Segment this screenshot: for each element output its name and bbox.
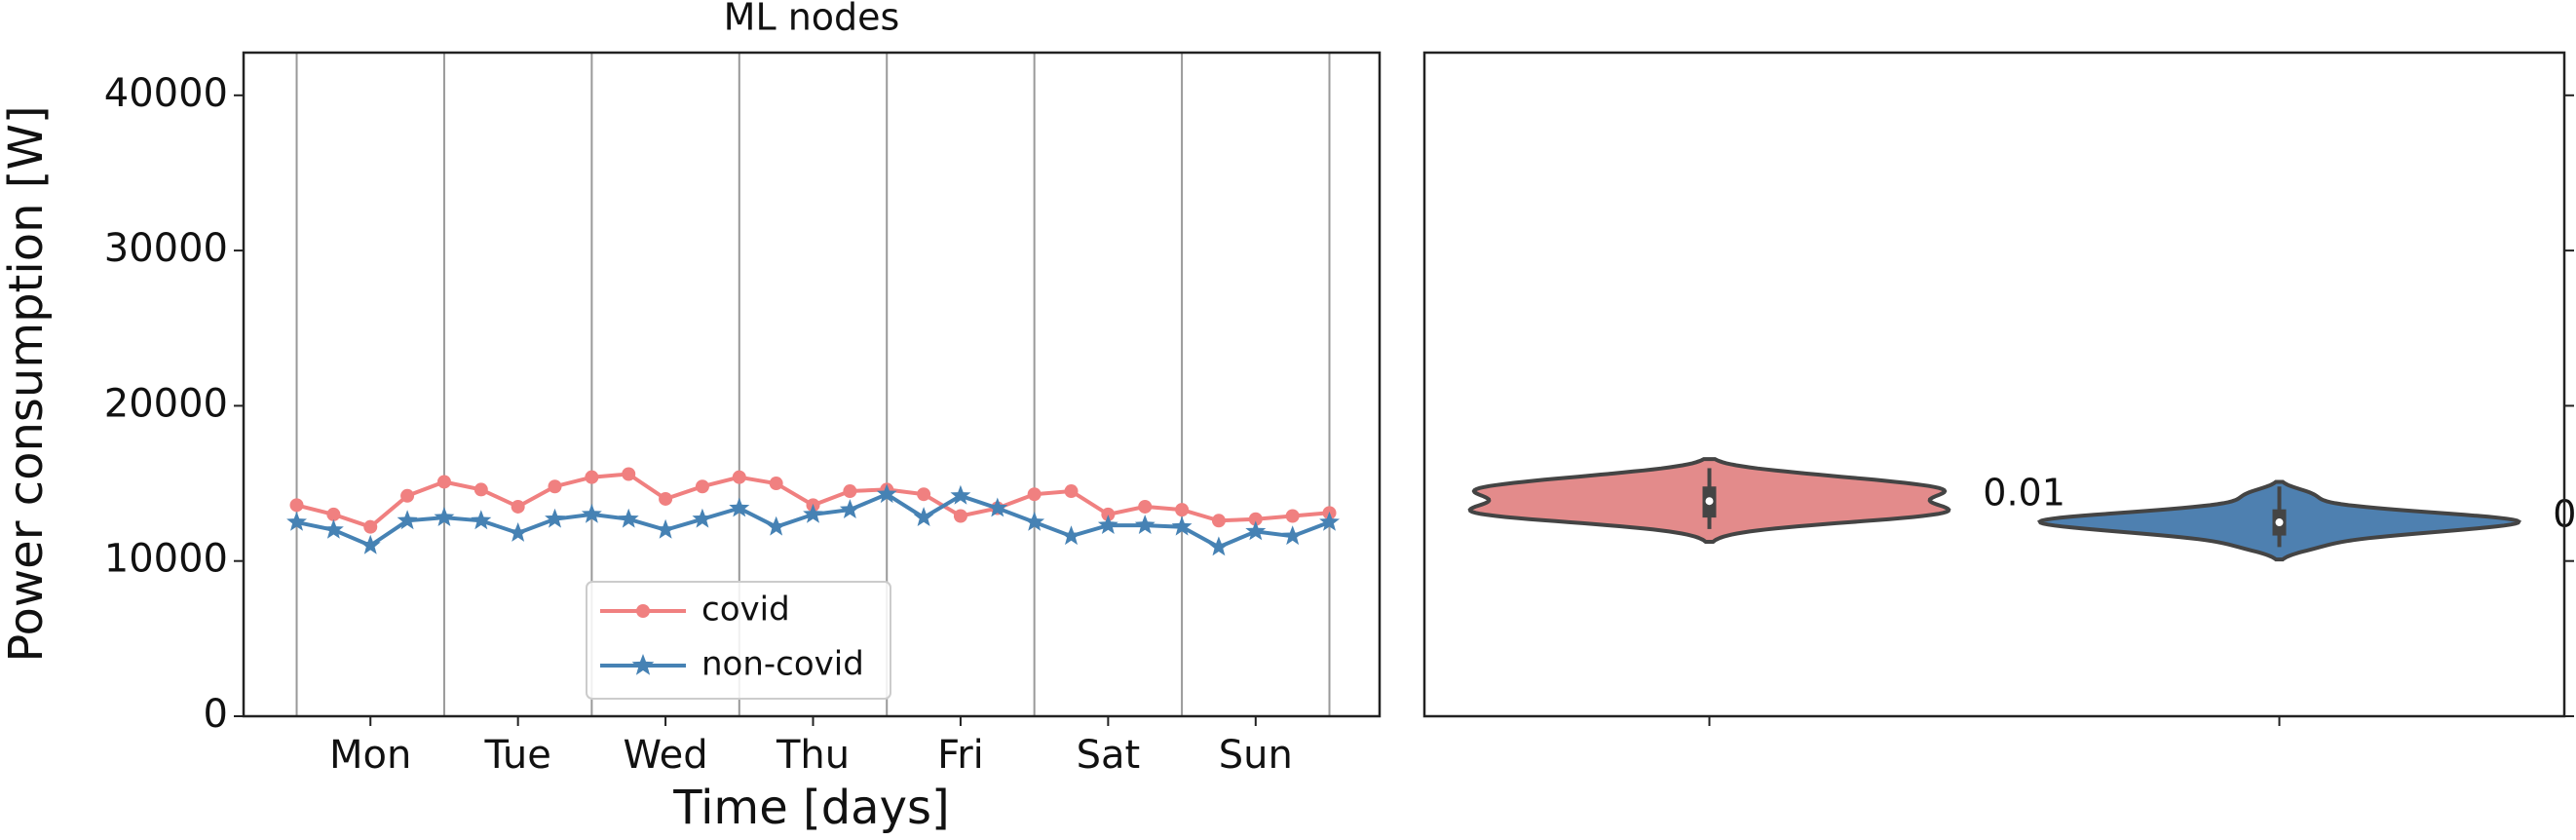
star-marker (1134, 515, 1155, 534)
legend-label: non-covid (701, 645, 864, 684)
star-marker (839, 499, 860, 518)
star-marker (397, 510, 418, 530)
point-marker (363, 519, 378, 534)
star-marker (1024, 511, 1045, 531)
point-marker (695, 479, 709, 494)
point-marker (1285, 509, 1300, 523)
star-marker (729, 497, 750, 517)
x-tick-label: Sun (1219, 733, 1293, 778)
star-marker (545, 508, 565, 528)
point-marker (769, 477, 783, 491)
axes-frame (242, 51, 1382, 718)
legend-label: covid (701, 591, 790, 630)
point-marker (400, 488, 415, 503)
star-marker (471, 510, 492, 530)
y-tick-label: 30000 (104, 226, 228, 271)
point-marker (1211, 514, 1226, 528)
star-marker (1282, 525, 1304, 546)
star-marker (803, 503, 823, 523)
y-tick-label: 0 (204, 692, 228, 737)
x-tick-label: Fri (937, 733, 984, 778)
legend-marker (631, 654, 655, 675)
point-marker (1138, 499, 1153, 514)
point-marker (1248, 512, 1263, 526)
star-marker (1208, 536, 1230, 556)
star-marker (508, 522, 529, 542)
point-marker (953, 509, 967, 523)
violin-annotation: 0.01 (1983, 472, 2065, 515)
point-marker (843, 484, 857, 499)
point-marker (436, 475, 451, 489)
y-axis-label: Power consumption [W] (0, 105, 54, 662)
point-marker (326, 507, 341, 521)
x-tick-label: Thu (776, 733, 850, 778)
star-marker (618, 508, 639, 528)
star-marker (434, 507, 455, 526)
star-marker (1061, 525, 1081, 546)
point-marker (289, 498, 304, 513)
star-marker (360, 534, 381, 554)
x-tick-label: Tue (483, 733, 550, 778)
star-marker (766, 515, 787, 536)
point-marker (1101, 507, 1116, 521)
x-tick-label: Wed (623, 733, 707, 778)
star-marker (1171, 515, 1193, 536)
star-marker (692, 508, 713, 528)
chart-title: ML nodes (724, 0, 900, 39)
star-marker (1097, 515, 1118, 534)
point-marker (732, 470, 746, 484)
star-marker (581, 503, 602, 523)
star-marker (913, 507, 934, 526)
point-marker (1064, 484, 1079, 499)
point-marker (622, 467, 636, 481)
star-marker (950, 484, 971, 505)
x-tick-label: Sat (1077, 733, 1141, 778)
star-marker (322, 518, 344, 539)
point-marker (1175, 503, 1190, 517)
y-tick-label: 20000 (104, 381, 228, 426)
point-marker (548, 479, 562, 494)
point-marker (917, 487, 931, 502)
point-marker (585, 470, 599, 484)
x-axis-label: Time [days] (672, 781, 949, 835)
star-marker (1245, 520, 1267, 541)
y-tick-label: 10000 (104, 537, 228, 582)
star-marker (1319, 511, 1340, 531)
legend: covid non-covid (586, 581, 891, 700)
star-marker (655, 518, 676, 539)
y-tick-label: 40000 (104, 71, 228, 116)
point-marker (474, 482, 488, 497)
point-marker (1027, 487, 1042, 502)
point-marker (511, 499, 525, 514)
star-marker (876, 483, 897, 504)
median-dot (1705, 497, 1714, 506)
axes-frame (1422, 51, 2566, 718)
x-tick-label: Mon (329, 733, 411, 778)
star-marker (987, 497, 1008, 517)
point-marker (659, 491, 673, 506)
legend-marker (636, 604, 650, 618)
median-dot (2275, 518, 2284, 527)
star-marker (286, 511, 307, 531)
